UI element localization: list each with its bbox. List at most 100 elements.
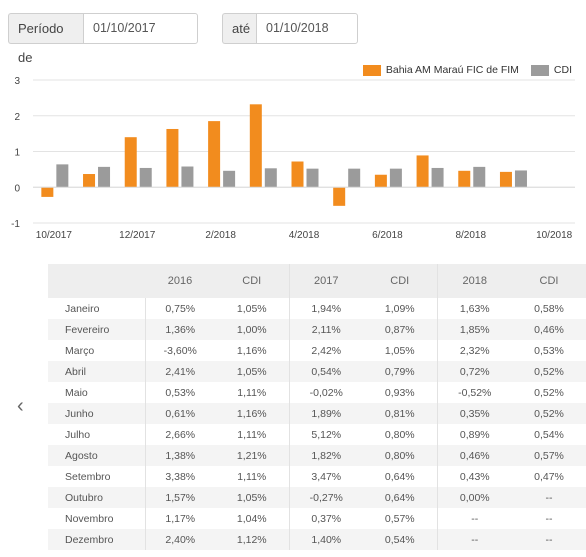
table-cell-value: 0,79% — [363, 361, 437, 382]
chevron-left-icon[interactable]: ‹ — [17, 395, 24, 417]
period-from-input[interactable]: 01/10/2017 — [83, 13, 198, 44]
bar-cdi — [473, 166, 486, 188]
table-cell-value: 0,54% — [363, 529, 437, 550]
table-row: Fevereiro 1,36% 1,00% 2,11% 0,87% 1,85% 0,46% — [48, 319, 586, 340]
bar-fund — [499, 171, 512, 188]
legend-item-cdi[interactable]: CDI — [530, 64, 572, 76]
table-cell-value: 0,89% — [436, 424, 512, 445]
bar-fund — [166, 128, 179, 188]
table-header-cdi-2018: CDI — [512, 264, 586, 298]
table-cell-value: 0,46% — [512, 319, 586, 340]
legend-label-fund: Bahia AM Maraú FIC de FIM — [385, 64, 519, 76]
period-to-input[interactable]: 01/10/2018 — [256, 13, 358, 44]
table-cell-value: 0,43% — [436, 466, 512, 487]
table-cell-month: Março — [65, 344, 95, 357]
table-cell-value: 0,61% — [144, 403, 215, 424]
table-cell-month: Junho — [48, 403, 145, 424]
table-cell-value: 1,21% — [215, 445, 289, 466]
bar-cdi — [223, 170, 236, 188]
table-cell-value: 3,38% — [144, 466, 215, 487]
table-cell-value: 1,38% — [144, 445, 215, 466]
table-cell-value: 0,75% — [144, 298, 215, 319]
table-cell-value: 1,09% — [384, 302, 415, 315]
legend-swatch-fund — [362, 64, 381, 76]
table-cell-value: 1,05% — [236, 302, 267, 315]
table-cell-value: 0,80% — [363, 445, 437, 466]
table-row: Junho 0,61% 1,16% 1,89% 0,81% 0,35% 0,52% — [48, 403, 586, 424]
bar-fund — [374, 174, 387, 188]
table-cell-value: 2,41% — [144, 361, 215, 382]
table-row: Dezembro 2,40% 1,12% 1,40% 0,54% -- -- — [48, 529, 586, 550]
x-tick-label: 10/2018 — [536, 230, 573, 241]
y-tick-label: -1 — [11, 219, 20, 230]
table-row: Maio 0,53% 1,11% -0,02% 0,93% -0,52% 0,52% — [48, 382, 586, 403]
table-row: Julho 2,66% 1,11% 5,12% 0,80% 0,89% 0,54% — [48, 424, 586, 445]
table-cell-value: -0,52% — [436, 382, 512, 403]
chart-legend: Bahia AM Maraú FIC de FIM CDI — [351, 64, 572, 76]
table-cell-value: 1,85% — [436, 319, 512, 340]
y-tick-label: 2 — [14, 112, 20, 123]
bar-fund — [249, 104, 262, 188]
table-cell-value: 0,93% — [384, 386, 415, 399]
table-cell-value: 1,11% — [237, 470, 267, 483]
table-cell-value: 0,57% — [384, 512, 415, 525]
table-row: Abril 2,41% 1,05% 0,54% 0,79% 0,72% 0,52% — [48, 361, 586, 382]
table-cell-value: 1,40% — [288, 529, 363, 550]
legend-swatch-cdi — [530, 64, 549, 76]
table-cell-value: 1,04% — [236, 512, 267, 525]
x-tick-label: 10/2017 — [36, 230, 73, 241]
table-cell-value: 0,57% — [512, 445, 586, 466]
table-cell-value: 0,46% — [436, 445, 512, 466]
table-cell-value: 0,53% — [534, 344, 564, 357]
table-cell-value: 1,11% — [237, 428, 267, 441]
table-cell-value: 3,47% — [288, 466, 363, 487]
table-cell-month: Setembro — [65, 470, 111, 483]
period-from: Período de 01/10/2017 — [8, 13, 198, 65]
bar-fund — [208, 121, 221, 188]
table-cell-value: 0,00% — [436, 487, 512, 508]
table-cell-value: 1,17% — [144, 508, 215, 529]
table-cell-value: 0,58% — [534, 302, 564, 315]
table-cell-value: -- — [512, 529, 586, 550]
table-cell-value: 5,12% — [288, 424, 363, 445]
bar-fund — [291, 161, 304, 188]
table-row: Agosto 1,38% 1,21% 1,82% 0,80% 0,46% 0,57% — [48, 445, 586, 466]
bar-fund — [83, 174, 96, 188]
table-header-2016: 2016 — [145, 264, 215, 298]
table-row: Outubro 1,57% 1,05% -0,27% 0,64% 0,00% -- — [48, 487, 586, 508]
table-row: Janeiro 0,75% 1,05% 1,94% 1,09% 1,63% 0,58% — [48, 298, 586, 319]
table-cell-value: 1,63% — [436, 298, 512, 319]
x-tick-label: 6/2018 — [372, 230, 403, 241]
table-cell-value: 1,36% — [144, 319, 215, 340]
table-header-2018: 2018 — [436, 264, 512, 298]
table-cell-value: -- — [512, 487, 586, 508]
table-cell-value: 1,16% — [236, 344, 267, 357]
period-to-label: até — [222, 13, 256, 44]
table-cell-month: Maio — [65, 386, 88, 399]
table-cell-value: 1,05% — [384, 344, 415, 357]
table-cell-value: -- — [436, 529, 512, 550]
table-cell-value: 0,37% — [288, 508, 363, 529]
y-tick-label: 0 — [14, 183, 20, 194]
bar-cdi — [139, 167, 152, 188]
x-tick-label: 2/2018 — [205, 230, 236, 241]
table-cell-value: 0,47% — [534, 470, 564, 483]
table-row: Novembro 1,17% 1,04% 0,37% 0,57% -- -- — [48, 508, 586, 529]
table-cell-month: Novembro — [65, 512, 114, 525]
bar-cdi — [264, 168, 277, 188]
table-cell-value: -0,02% — [288, 382, 363, 403]
table-cell-month: Dezembro — [48, 529, 145, 550]
table-cell-month: Janeiro — [65, 302, 100, 315]
bar-cdi — [181, 166, 194, 188]
period-to: até 01/10/2018 — [222, 13, 358, 44]
legend-item-fund[interactable]: Bahia AM Maraú FIC de FIM — [362, 64, 519, 76]
bar-fund — [458, 170, 471, 188]
monthly-returns-chart: -1 0 1 2 3 10/2017 12/2017 2/2018 4/2018 6/2018 8/… — [11, 76, 575, 241]
table-cell-value: 1,11% — [237, 386, 267, 399]
period-from-label: Período de — [8, 13, 83, 65]
table-cell-value: 0,64% — [363, 487, 437, 508]
table-cell-value: 1,89% — [288, 403, 363, 424]
table-cell-value: 0,72% — [436, 361, 512, 382]
table-cell-value: 0,64% — [384, 470, 415, 483]
bar-cdi — [306, 168, 319, 188]
